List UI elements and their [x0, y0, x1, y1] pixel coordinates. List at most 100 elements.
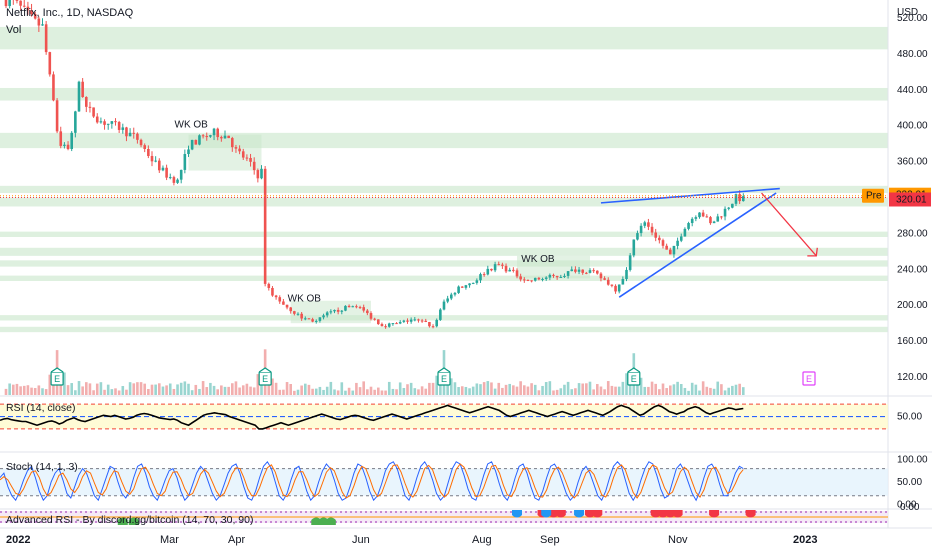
candle-body [95, 116, 99, 123]
candle-body [227, 135, 230, 139]
volume-bar [37, 385, 41, 395]
advanced-rsi-title: Advanced RSI - By discord.gg/bitcoin (14… [6, 514, 254, 526]
projection-arrow-head [807, 247, 818, 257]
candle-body [110, 121, 114, 124]
volume-bar [154, 384, 157, 395]
price-tick-label: 120.00 [897, 372, 928, 383]
candle-body [271, 287, 274, 296]
volume-bar [493, 388, 497, 395]
candle-body [672, 245, 676, 255]
time-axis-label: Sep [540, 534, 560, 546]
candle-body [117, 122, 121, 130]
volume-bar [701, 381, 705, 395]
candle-body [366, 310, 369, 314]
volume-bar [198, 388, 201, 395]
candle-body [362, 307, 365, 311]
candle-body [63, 144, 66, 146]
candle-body [676, 240, 679, 246]
candle-body [439, 309, 442, 320]
rsi-tick-label: 50.00 [897, 412, 922, 423]
volume-bar [347, 387, 351, 395]
candle-body [285, 304, 289, 308]
candle-body [570, 269, 574, 272]
order-block-zone [0, 275, 888, 281]
stoch-title: Stoch (14, 1, 3) [6, 461, 78, 473]
pre-badge-label: Pre [866, 191, 882, 202]
volume-bar [628, 379, 632, 395]
candle-body [409, 319, 413, 322]
volume-bar [340, 382, 344, 395]
volume-bar [709, 387, 712, 395]
candle-body [504, 265, 508, 272]
volume-bar [417, 389, 420, 395]
volume-bar [121, 386, 125, 395]
candle-body [48, 52, 52, 75]
order-block-zone [0, 26, 888, 50]
volume-bar [457, 387, 460, 395]
candle-body [52, 74, 55, 101]
candle-body [293, 311, 296, 314]
volume-bar [369, 386, 373, 395]
earnings-pin [50, 367, 64, 373]
candle-body [70, 132, 73, 149]
candle-body [424, 320, 428, 322]
volume-bar [555, 389, 559, 395]
candle-body [165, 167, 168, 178]
volume-bar [460, 386, 464, 395]
volume-bar [344, 390, 347, 395]
adv-rsi-sell-marker [555, 510, 566, 518]
order-block-zone [0, 247, 888, 256]
volume-bar [698, 390, 701, 395]
volume-bar [256, 374, 260, 395]
volume-bar [41, 388, 44, 395]
volume-bar [606, 381, 610, 395]
price-tick-label: 160.00 [897, 336, 928, 347]
candle-body [30, 10, 33, 15]
adv-rsi-signal-marker [512, 510, 522, 518]
candle-body [497, 264, 501, 266]
volume-bar [85, 382, 88, 395]
candle-body [172, 177, 176, 183]
volume-bar [599, 386, 603, 395]
volume-bar [683, 387, 687, 395]
volume-bar [322, 389, 325, 395]
candle-body [523, 279, 526, 281]
candle-body [486, 268, 490, 275]
order-block-zone [0, 315, 888, 321]
volume-bar [311, 388, 314, 395]
candle-body [530, 280, 533, 282]
candle-body [599, 273, 603, 279]
candle-body [596, 270, 599, 274]
volume-bar [548, 381, 552, 395]
price-tick-label: 360.00 [897, 157, 928, 168]
volume-bar [643, 386, 647, 395]
volume-bar [625, 373, 628, 395]
volume-bar [435, 375, 438, 395]
volume-bar [150, 384, 154, 395]
volume-bar [158, 383, 161, 395]
volume-bar [471, 386, 475, 395]
volume-bar [99, 382, 103, 395]
candle-body [19, 0, 22, 6]
volume-bar [227, 386, 230, 395]
candle-body [493, 264, 497, 271]
candle-body [216, 128, 219, 138]
volume-bar [504, 384, 508, 395]
volume-bar [617, 386, 621, 395]
volume-bar [614, 386, 617, 395]
volume-bar [501, 387, 504, 395]
volume-bar [716, 381, 720, 395]
volume-bar [596, 384, 599, 395]
candle-body [585, 272, 588, 274]
earnings-pin [258, 367, 272, 373]
volume-bar [424, 388, 428, 395]
candle-body [548, 274, 552, 278]
candle-body [168, 177, 172, 179]
order-block-zone [0, 185, 888, 194]
candle-body [625, 269, 628, 280]
wk-ob-label: WK OB [521, 254, 555, 265]
volume-bar [88, 383, 92, 395]
volume-bar [533, 384, 537, 395]
volume-bar [30, 387, 33, 395]
candle-body [683, 228, 687, 237]
